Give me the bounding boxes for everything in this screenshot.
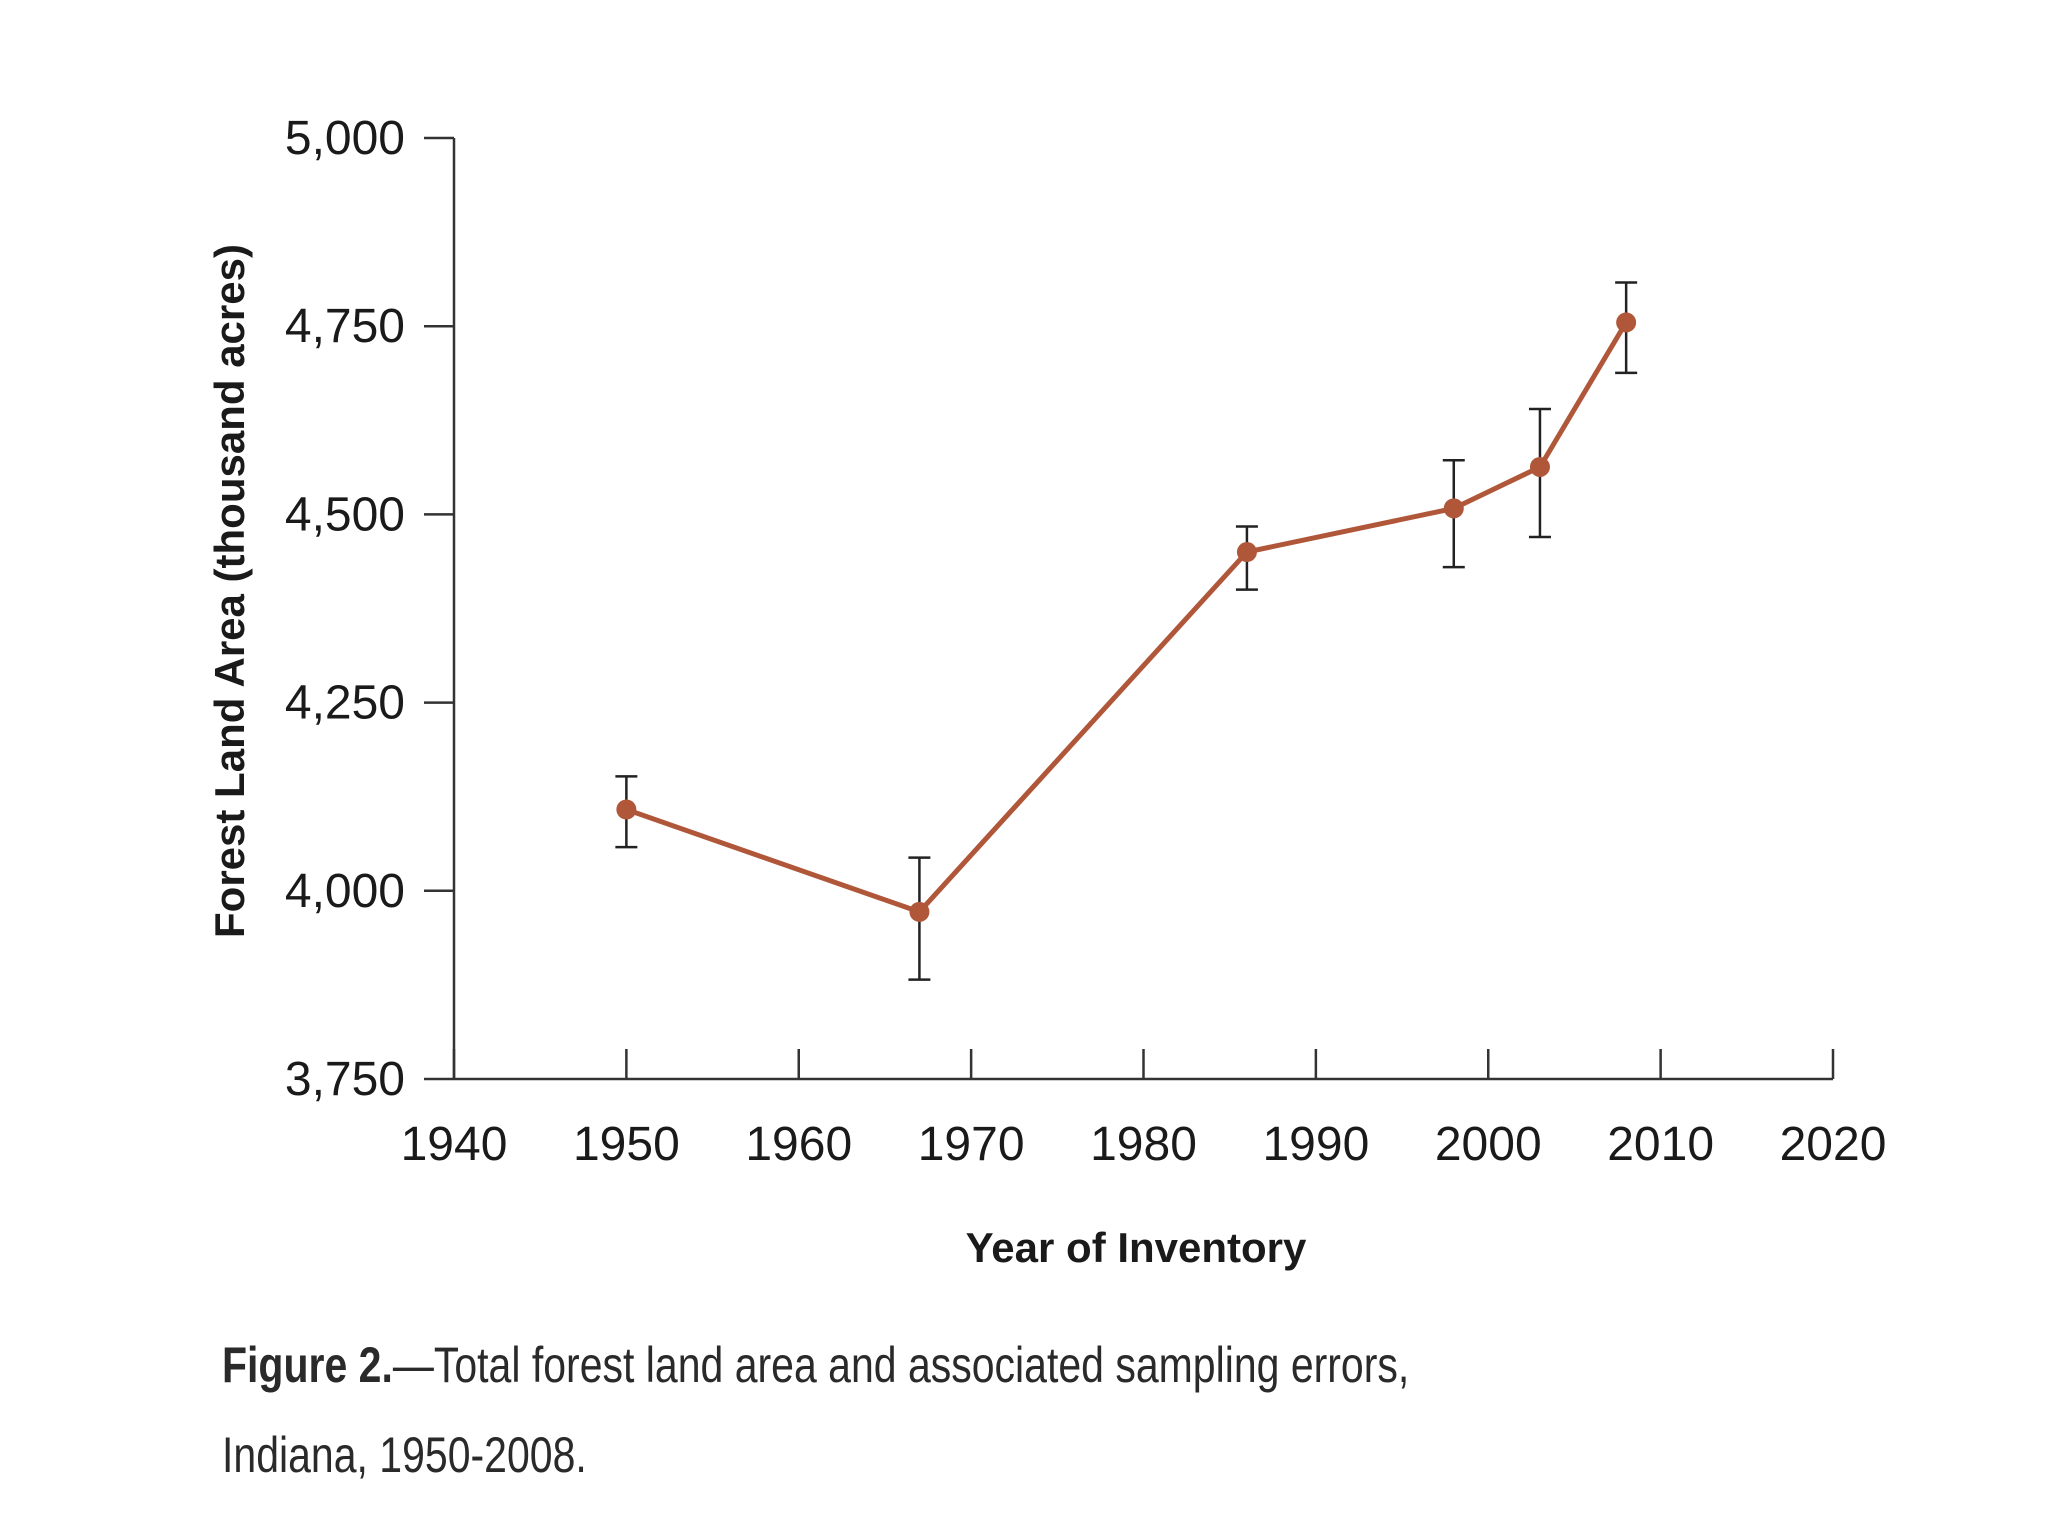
caption-text: —Total forest land area and associated s… (222, 1337, 1410, 1483)
series-line (625, 321, 1629, 915)
data-point (1236, 542, 1257, 563)
y-tick-label: 4,500 (285, 488, 405, 541)
series-path (625, 321, 1629, 915)
figure-caption: Figure 2.—Total forest land area and ass… (222, 1320, 1534, 1500)
y-axis-title: Forest Land Area (thousand acres) (206, 244, 253, 938)
axes: 3,750 4,000 4,250 4,500 4,750 5,000 1940 1950 19… (285, 112, 1887, 1171)
y-tick-label: 3,750 (285, 1053, 405, 1106)
y-tick-label: 5,000 (285, 112, 405, 165)
data-point (1616, 312, 1637, 333)
data-point (1529, 456, 1550, 477)
x-tick-label: 2020 (1780, 1118, 1887, 1171)
data-points (616, 312, 1637, 922)
data-point (616, 799, 637, 820)
error-bars (615, 281, 1638, 981)
y-tick-label: 4,000 (285, 865, 405, 918)
data-point (1443, 498, 1464, 519)
x-tick-label: 2010 (1607, 1118, 1714, 1171)
y-tick-label: 4,750 (285, 300, 405, 353)
x-tick-label: 1960 (745, 1118, 852, 1171)
x-tick-label: 1940 (401, 1118, 508, 1171)
x-tick-label: 1990 (1262, 1118, 1369, 1171)
caption-label: Figure 2. (222, 1337, 393, 1393)
data-point (909, 901, 930, 922)
x-axis-title: Year of Inventory (966, 1224, 1307, 1271)
x-tick-label: 1950 (573, 1118, 680, 1171)
x-tick-label: 1980 (1090, 1118, 1197, 1171)
x-tick-label: 1970 (918, 1118, 1025, 1171)
x-tick-label: 2000 (1435, 1118, 1542, 1171)
y-tick-label: 4,250 (285, 677, 405, 730)
